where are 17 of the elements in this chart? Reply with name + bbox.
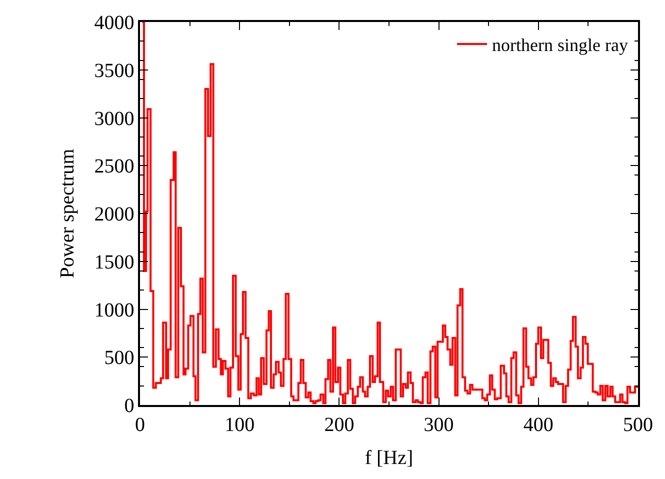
y-tick-label: 500: [104, 347, 134, 370]
legend-label: northern single ray: [492, 35, 628, 56]
y-tick-label: 3500: [94, 60, 134, 82]
y-tick-label: 2000: [94, 204, 134, 226]
y-tick-label: 4000: [94, 12, 134, 34]
y-tick-label: 3000: [94, 108, 134, 130]
y-tick-label: 2500: [94, 156, 134, 178]
x-tick-label: 100: [224, 414, 255, 436]
x-tick-label: 300: [424, 414, 454, 436]
y-axis-title: Power spectrum: [56, 148, 78, 278]
x-tick-label: 400: [523, 414, 554, 436]
y-tick-label: 1000: [94, 299, 134, 322]
y-tick-label: 0: [124, 395, 134, 417]
y-tick-label: 1500: [94, 251, 134, 274]
x-axis-title: f [Hz]: [364, 446, 414, 469]
x-tick-label: 500: [623, 414, 653, 436]
x-tick-label: 200: [324, 414, 354, 436]
